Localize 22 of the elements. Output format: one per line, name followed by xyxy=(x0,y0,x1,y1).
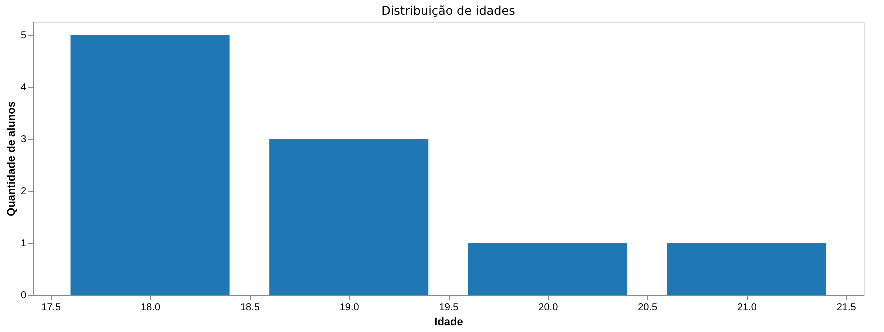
bar xyxy=(468,243,628,295)
chart-title: Distribuição de idades xyxy=(382,4,516,18)
bar xyxy=(270,139,429,295)
y-tick-label: 3 xyxy=(20,134,27,146)
y-tick-label: 2 xyxy=(20,186,27,198)
x-tick-label: 21.0 xyxy=(737,302,758,314)
x-tick-label: 18.0 xyxy=(141,302,161,314)
x-tick-label: 20.5 xyxy=(638,302,658,314)
x-tick-label: 19.5 xyxy=(439,302,460,314)
bar xyxy=(667,243,826,295)
x-tick-label: 21.5 xyxy=(836,302,857,314)
y-tick-label: 4 xyxy=(20,82,27,94)
x-tick-label: 20.0 xyxy=(538,302,559,314)
x-tick-label: 17.5 xyxy=(42,302,62,314)
x-tick-label: 19.0 xyxy=(340,302,360,314)
y-axis-title: Quantidade de alunos xyxy=(6,102,18,216)
y-tick-label: 1 xyxy=(20,238,27,250)
y-tick-label: 0 xyxy=(20,290,27,302)
y-tick-label: 5 xyxy=(20,30,27,42)
x-tick-label: 18.5 xyxy=(240,302,260,314)
x-axis-title: Idade xyxy=(434,316,464,328)
bar xyxy=(70,35,230,295)
